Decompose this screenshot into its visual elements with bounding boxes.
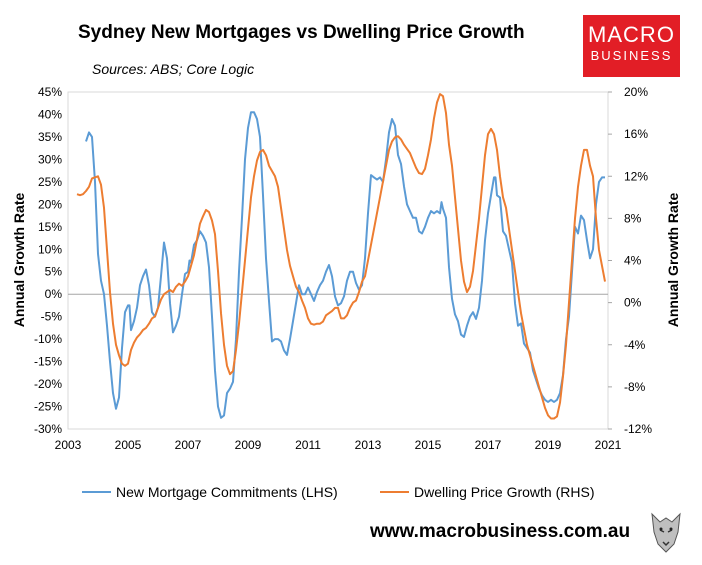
y-axis-left-label: Annual Growth Rate: [11, 193, 27, 328]
y-left-tick-label: 15%: [38, 220, 62, 234]
x-axis-ticks: 2003 2005 2007 2009 2011 2013 2015 2017 2019 2021: [55, 438, 622, 452]
chart-subtitle: Sources: ABS; Core Logic: [92, 61, 255, 77]
x-tick-label: 2021: [595, 438, 622, 452]
website-url: www.macrobusiness.com.au: [370, 521, 631, 542]
y-left-tick-label: 25%: [38, 175, 62, 189]
chart-title: Sydney New Mortgages vs Dwelling Price G…: [78, 22, 525, 43]
legend-label-dwelling: Dwelling Price Growth (RHS): [414, 484, 594, 500]
x-tick-label: 2015: [415, 438, 442, 452]
y-left-tick-label: 40%: [38, 107, 62, 121]
y-right-tick-label: -4%: [624, 338, 646, 352]
y-left-tick-label: -5%: [41, 310, 63, 324]
legend-label-mortgage: New Mortgage Commitments (LHS): [116, 484, 338, 500]
y-right-tick-label: -8%: [624, 380, 646, 394]
y-right-tick-label: 20%: [624, 85, 648, 99]
y-right-tick-label: 8%: [624, 211, 642, 225]
macrobusiness-logo: MACRO BUSINESS: [583, 15, 680, 77]
x-tick-label: 2011: [295, 438, 321, 452]
legend: New Mortgage Commitments (LHS) Dwelling …: [82, 484, 594, 500]
y-left-tick-label: 30%: [38, 152, 62, 166]
y-left-tick-label: 5%: [45, 265, 63, 279]
y-left-tick-label: -30%: [34, 422, 62, 436]
plot-frame: [67, 91, 609, 430]
series-line-mortgage-commitments: [85, 111, 605, 419]
y-right-tick-label: 0%: [624, 296, 642, 310]
y-left-tick-label: -10%: [34, 332, 62, 346]
series-layer: [76, 93, 606, 420]
logo-line1: MACRO: [588, 22, 675, 47]
y-left-tick-label: -20%: [34, 377, 62, 391]
y-right-tick-label: 4%: [624, 254, 642, 268]
left-axis-ticks: 45% 40% 35% 30% 25% 20% 15% 10% 5% 0% -5% -10% -15% -…: [34, 85, 62, 436]
y-left-tick-label: -25%: [34, 400, 62, 414]
y-left-tick-label: 20%: [38, 197, 62, 211]
y-left-tick-label: 0%: [45, 287, 63, 301]
y-left-tick-label: 45%: [38, 85, 62, 99]
series-line-dwelling-price-growth: [76, 93, 606, 420]
x-tick-label: 2005: [115, 438, 142, 452]
y-right-tick-label: -12%: [624, 422, 652, 436]
x-tick-label: 2007: [175, 438, 202, 452]
y-left-tick-label: 10%: [38, 242, 62, 256]
logo-line2: BUSINESS: [590, 48, 673, 63]
y-left-tick-label: -15%: [34, 355, 62, 369]
x-tick-label: 2013: [355, 438, 382, 452]
y-right-tick-label: 16%: [624, 127, 648, 141]
x-tick-label: 2017: [475, 438, 502, 452]
wolf-icon: [651, 512, 681, 553]
x-tick-label: 2009: [235, 438, 262, 452]
x-tick-label: 2019: [535, 438, 562, 452]
right-axis-ticks: 20% 16% 12% 8% 4% 0% -4% -8% -12%: [608, 85, 652, 436]
x-tick-label: 2003: [55, 438, 82, 452]
y-right-tick-label: 12%: [624, 169, 648, 183]
y-axis-right-label: Annual Growth Rate: [665, 193, 681, 328]
y-left-tick-label: 35%: [38, 130, 62, 144]
